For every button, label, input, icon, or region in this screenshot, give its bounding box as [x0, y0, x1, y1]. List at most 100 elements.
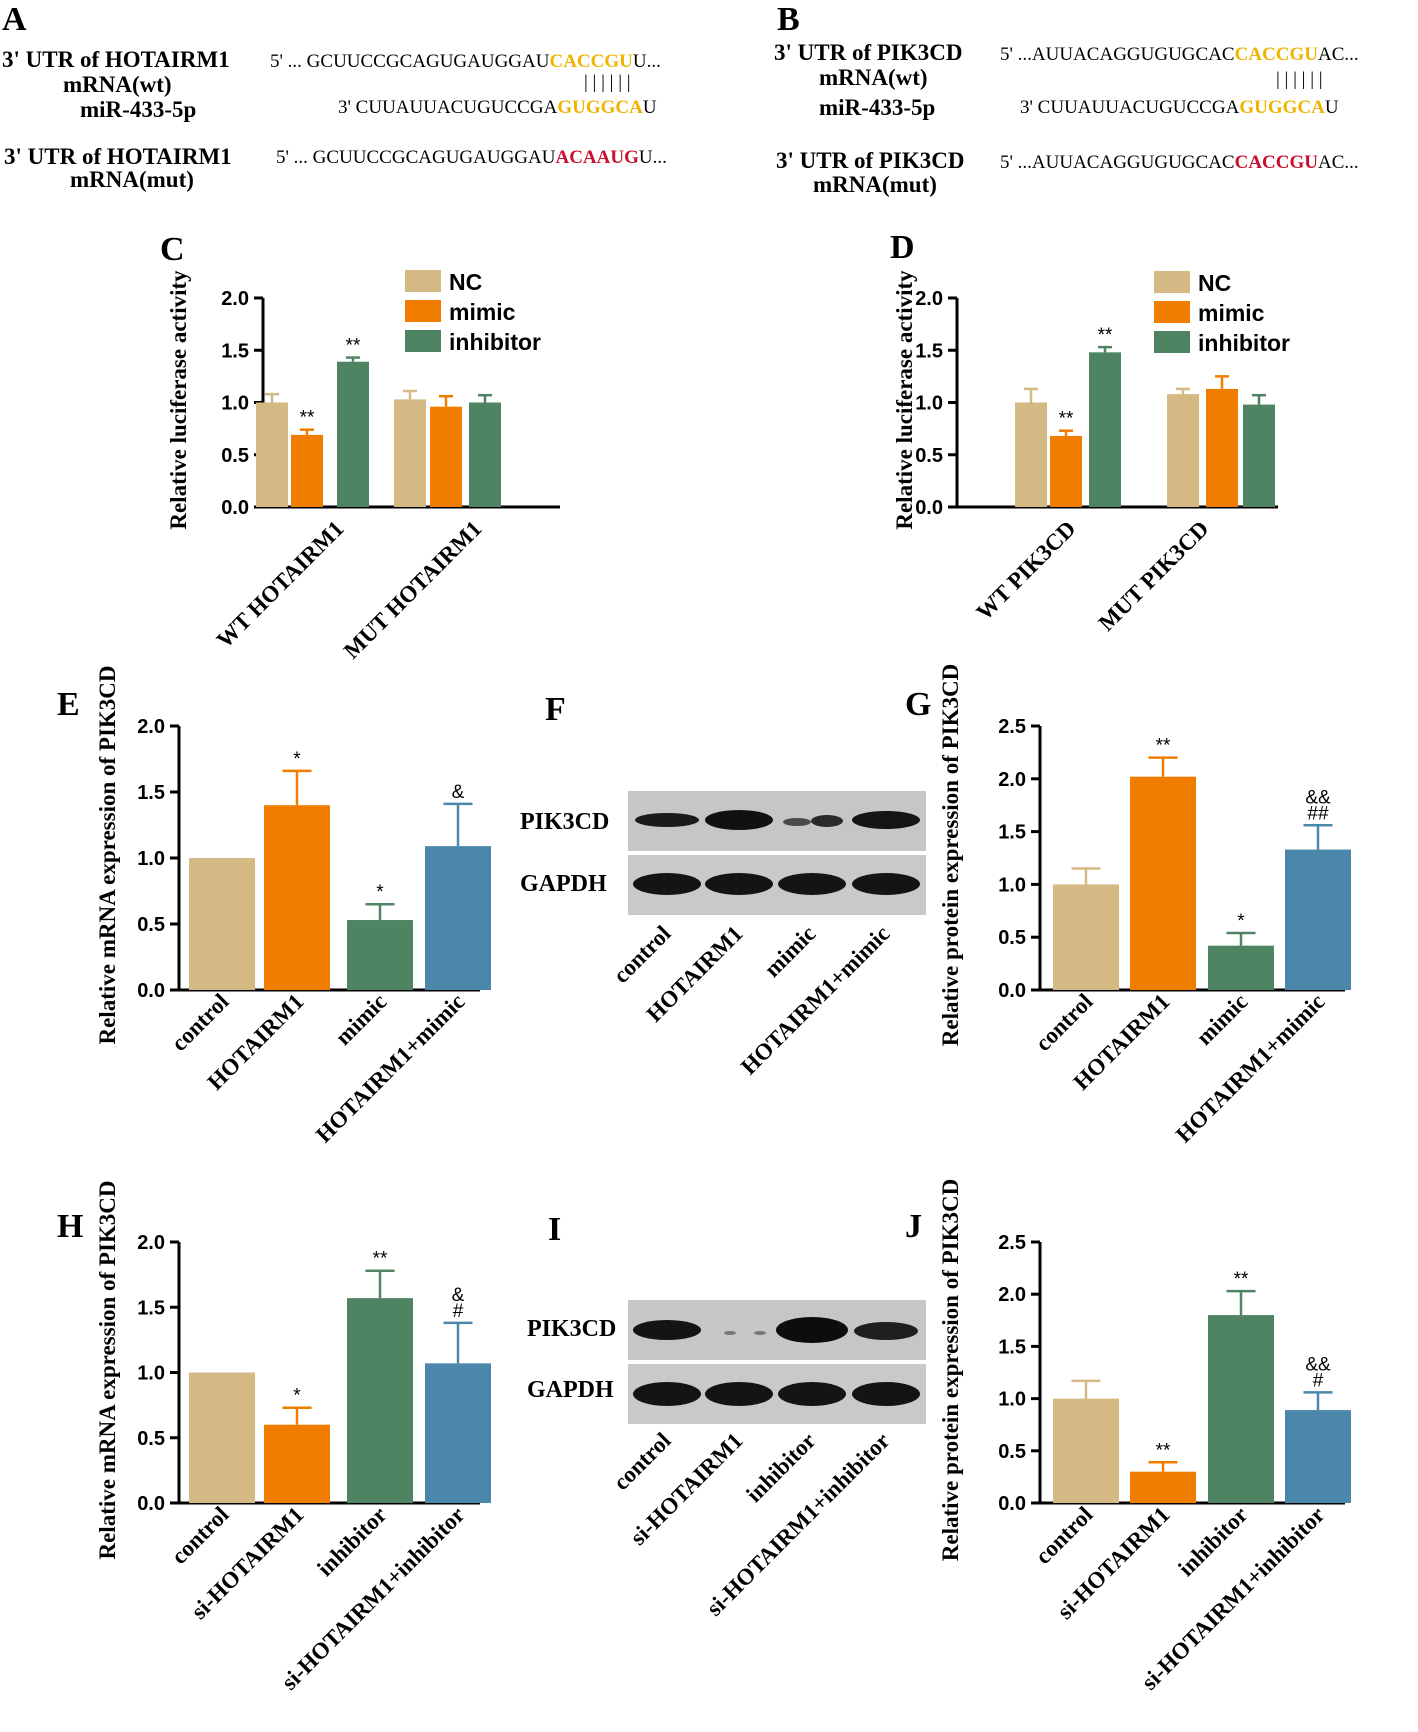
bar: [1206, 388, 1238, 507]
significance-mark: &: [452, 782, 465, 803]
x-category-label: control: [1030, 989, 1097, 1056]
mirna-seq: 3' CUUAUUACUGUCCGAGUGGCAU: [338, 97, 657, 118]
band: [705, 810, 773, 830]
mut-utr-seq: 5' ... GCUUCCGCAGUGAUGGAUACAAUGU...: [276, 147, 667, 168]
significance-mark: #: [1313, 1370, 1324, 1391]
y-tick-label: 1.5: [221, 340, 249, 362]
y-tick-label: 1.0: [221, 393, 249, 415]
band: [633, 873, 701, 895]
panel-label-a: A: [2, 1, 27, 38]
y-tick-label: 0.0: [221, 497, 249, 519]
y-axis-label: Relative protein expression of PIK3CD: [938, 1179, 963, 1561]
y-tick-label: 0.0: [137, 980, 165, 1002]
bar: [1130, 1471, 1196, 1503]
wt-utr-seq-b: 5' ...AUUACAGGUGUGCACCACCGUAC...: [1000, 44, 1359, 65]
y-axis-label: Relative mRNA expression of PIK3CD: [95, 665, 120, 1044]
y-tick-label: 1.0: [998, 1389, 1026, 1411]
significance-mark: *: [1237, 911, 1245, 932]
pairing-bars: | | | | | |: [584, 72, 631, 93]
x-category-label: MUT PIK3CD: [1094, 516, 1214, 636]
legend-swatch: [1154, 331, 1190, 353]
wt-utr-sub: mRNA(wt): [63, 72, 172, 97]
chart-g: 0.0 0.5 1.0 1.5 2.0 2.5 G Relative protein expr…: [905, 664, 1351, 1147]
y-tick-label: 2.0: [998, 1284, 1026, 1306]
y-tick-label: 0.5: [998, 927, 1026, 949]
y-tick-label: 0.0: [915, 497, 943, 519]
wt-utr-seq: 5' ... GCUUCCGCAGUGAUGGAUCACCGUU...: [270, 51, 661, 72]
bar: [1285, 1410, 1351, 1503]
legend-label: mimic: [449, 299, 516, 325]
legend-swatch: [405, 330, 441, 352]
band: [778, 1382, 846, 1406]
y-tick-label: 1.5: [998, 1336, 1026, 1358]
band: [633, 1320, 701, 1340]
bar: [256, 402, 288, 507]
y-tick-label: 0.0: [998, 1493, 1026, 1515]
legend-label: NC: [449, 269, 482, 295]
x-category-label: WT HOTAIRM1: [212, 516, 349, 653]
bar: [1167, 394, 1199, 507]
bar: [1130, 776, 1196, 990]
bar: [394, 399, 426, 507]
y-tick-label: 0.5: [998, 1441, 1026, 1463]
bar: [1243, 404, 1275, 507]
mut-utr-sub: mRNA(mut): [70, 167, 194, 192]
bar: [337, 361, 369, 507]
y-tick-label: 0.5: [137, 914, 165, 936]
significance-mark: **: [1059, 409, 1074, 430]
significance-mark: **: [300, 408, 315, 429]
chart-d: 0.0 0.5 1.0 1.5 2.0D Relative luciferase acti…: [890, 229, 1290, 636]
y-tick-label: 2.0: [137, 716, 165, 738]
panel-b: B 3' UTR of PIK3CD mRNA(wt) 5' ...AUUACA…: [774, 1, 1359, 197]
significance-mark: *: [293, 1386, 301, 1407]
x-category-label: control: [166, 989, 233, 1056]
x-category-label: HOTAIRM1+mimic: [311, 989, 470, 1148]
bar: [1053, 1398, 1119, 1503]
x-category-label: mimic: [331, 989, 392, 1050]
blot-f: F PIK3CD GAPDH control HOTAIRM1 mimic HO…: [520, 691, 926, 1079]
band: [705, 1382, 773, 1406]
blot-i-bands: [633, 1317, 920, 1406]
y-tick-label: 0.5: [221, 445, 249, 467]
y-axis-label: Relative protein expression of PIK3CD: [938, 664, 963, 1046]
legend-swatch: [1154, 271, 1190, 293]
bar: [291, 434, 323, 507]
band: [783, 818, 811, 826]
legend-label: NC: [1198, 270, 1231, 296]
wt-utr-sub-b: mRNA(wt): [819, 65, 928, 90]
significance-mark: #: [453, 1301, 464, 1322]
bar: [1050, 435, 1082, 507]
blot-i: I PIK3CD GAPDH control si-HOTAIRM1 inhib…: [527, 1211, 926, 1621]
y-tick-label: 2.5: [998, 1232, 1026, 1254]
x-category-label: control: [166, 1502, 233, 1569]
blot-f-lane-3: mimic: [760, 921, 821, 982]
x-category-label: MUT HOTAIRM1: [339, 516, 487, 664]
significance-mark: *: [293, 749, 301, 770]
significance-mark: **: [1156, 736, 1171, 757]
chart-e: 0.0 0.5 1.0 1.5 2.0 E Relative mRNA expression…: [57, 665, 491, 1147]
y-tick-label: 1.0: [998, 874, 1026, 896]
y-tick-label: 2.5: [998, 716, 1026, 738]
panel-label-c: C: [160, 231, 185, 268]
significance-mark: **: [1234, 1269, 1249, 1290]
mirna-seq-b: 3' CUUAUUACUGUCCGAGUGGCAU: [1020, 97, 1339, 118]
blot-f-row-gapdh: GAPDH: [520, 871, 607, 897]
y-tick-label: 2.0: [915, 288, 943, 310]
band: [635, 813, 699, 827]
significance-mark: **: [373, 1249, 388, 1270]
legend-swatch: [405, 300, 441, 322]
blot-f-bands: [633, 810, 920, 895]
bar: [425, 846, 491, 990]
panel-label-h: H: [57, 1208, 83, 1245]
blot-i-lane-1: control: [608, 1428, 675, 1495]
band: [852, 873, 920, 895]
y-tick-label: 1.5: [137, 1297, 165, 1319]
x-category-label: inhibitor: [1173, 1502, 1252, 1581]
band: [811, 815, 843, 827]
mirna-name: miR-433-5p: [80, 97, 196, 122]
band: [633, 1382, 701, 1406]
y-tick-label: 1.0: [137, 1363, 165, 1385]
y-tick-label: 0.0: [137, 1493, 165, 1515]
panel-label-f: F: [545, 691, 566, 728]
